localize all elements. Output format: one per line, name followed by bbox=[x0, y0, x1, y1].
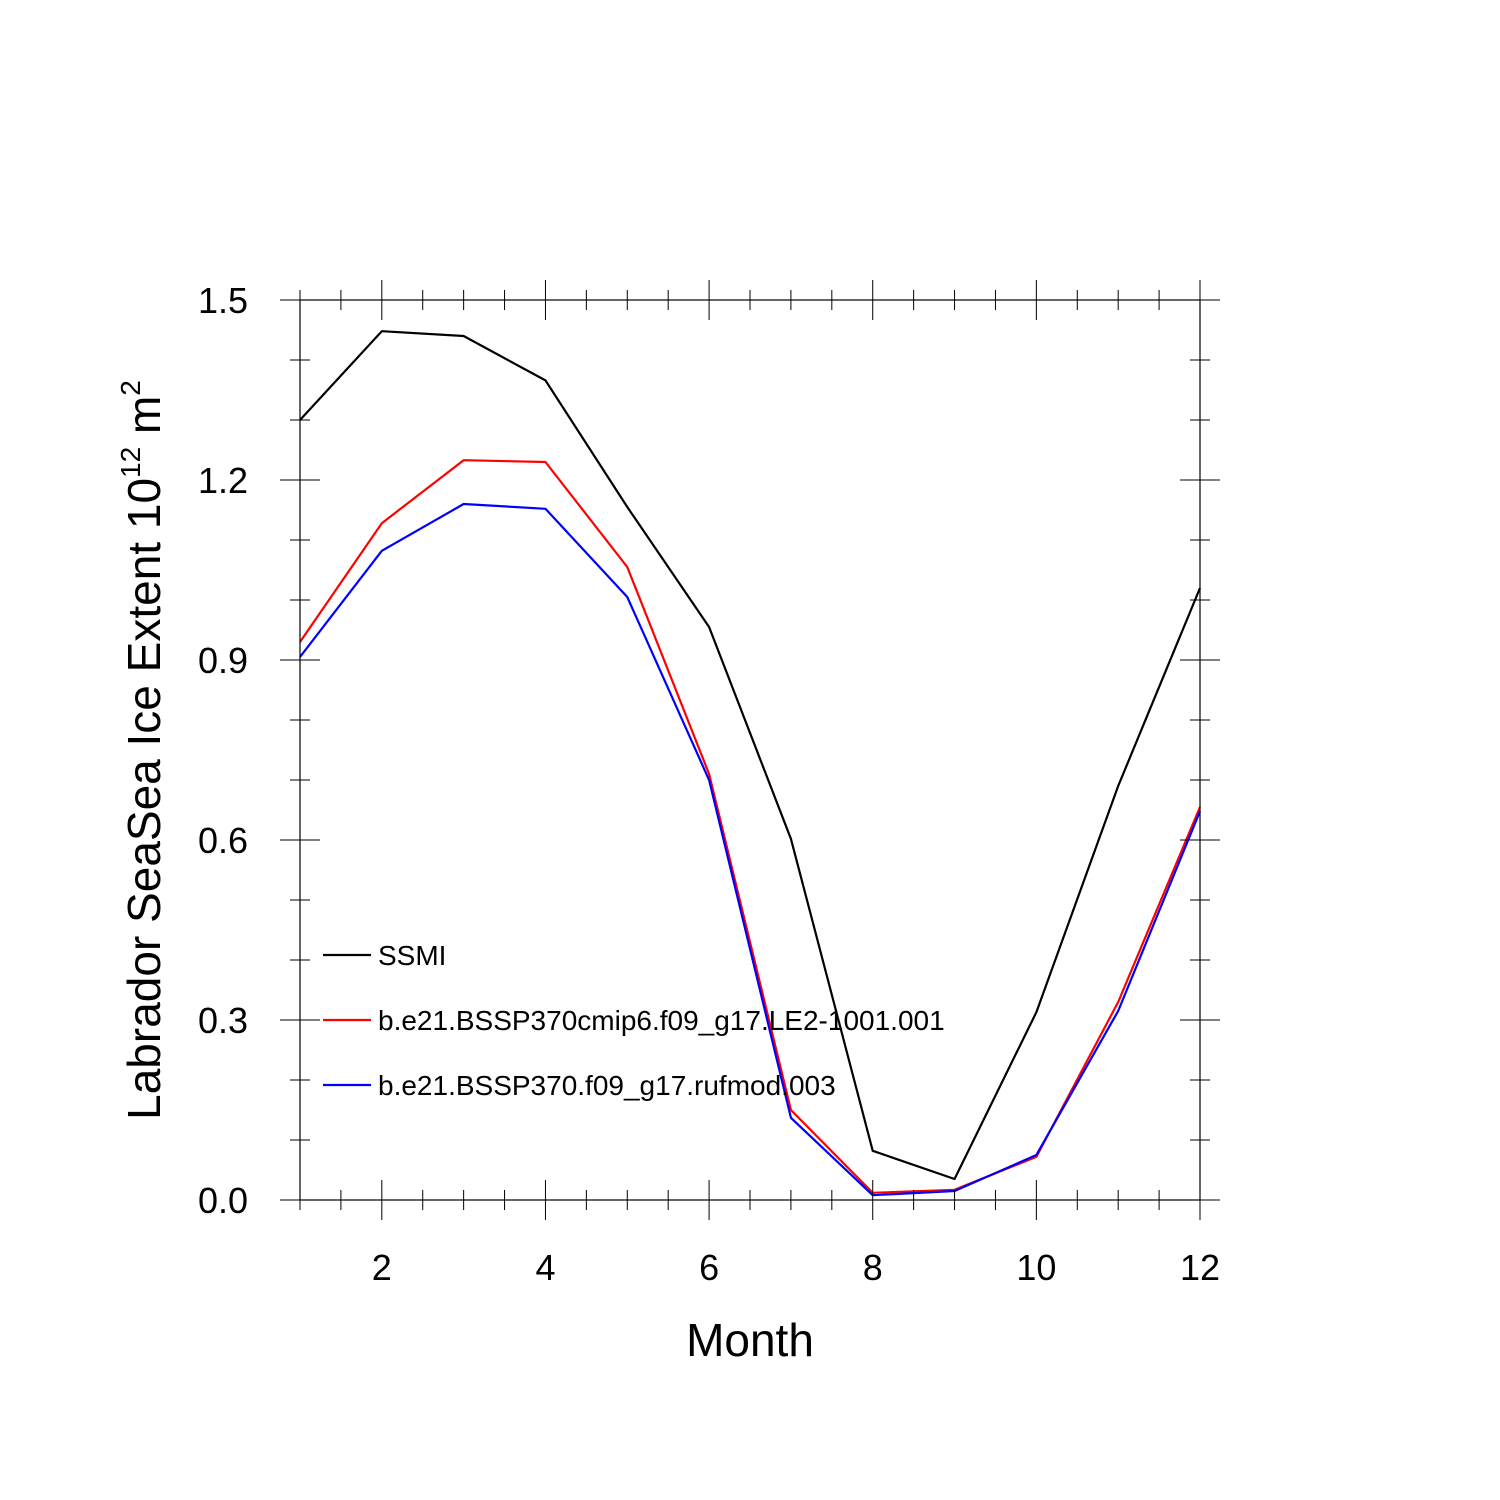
y-tick-label: 0.3 bbox=[198, 1000, 248, 1041]
tick-labels: 2 4 6 8 10 12 0.0 0.3 0.6 0.9 1.2 1.5 bbox=[198, 280, 1220, 1288]
plot-lines bbox=[299, 330, 1202, 1197]
series-line-3 bbox=[299, 502, 1202, 1197]
legend: SSMI b.e21.BSSP370cmip6.f09_g17.LE2-1001.… bbox=[323, 940, 945, 1101]
y-tick-label: 0.6 bbox=[198, 820, 248, 861]
x-tick-label: 2 bbox=[372, 1247, 392, 1288]
y-axis-title: Labrador SeaSea Ice Extent 1012 m2 bbox=[115, 380, 170, 1120]
y-tick-label: 1.5 bbox=[198, 280, 248, 321]
y-tick-label: 0.0 bbox=[198, 1180, 248, 1221]
y-axis-title-main: Labrador SeaSea Ice Extent 10 bbox=[118, 478, 170, 1120]
x-axis-title: Month bbox=[686, 1314, 814, 1366]
x-tick-label: 12 bbox=[1180, 1247, 1220, 1288]
series-line-1 bbox=[299, 330, 1202, 1181]
legend-label-2: b.e21.BSSP370cmip6.f09_g17.LE2-1001.001 bbox=[378, 1005, 945, 1036]
legend-label-3: b.e21.BSSP370.f09_g17.rufmod.003 bbox=[378, 1070, 836, 1101]
y-axis-title-unit: m bbox=[118, 396, 170, 447]
plot-frame bbox=[299, 299, 1201, 1201]
x-tick-label: 6 bbox=[699, 1247, 719, 1288]
x-tick-label: 4 bbox=[535, 1247, 555, 1288]
y-axis-title-unit-exponent: 2 bbox=[115, 380, 146, 396]
x-tick-label: 10 bbox=[1016, 1247, 1056, 1288]
y-tick-label: 0.9 bbox=[198, 640, 248, 681]
x-tick-label: 8 bbox=[863, 1247, 883, 1288]
legend-label-1: SSMI bbox=[378, 940, 446, 971]
y-axis-title-exponent: 12 bbox=[115, 447, 146, 478]
y-tick-label: 1.2 bbox=[198, 460, 248, 501]
